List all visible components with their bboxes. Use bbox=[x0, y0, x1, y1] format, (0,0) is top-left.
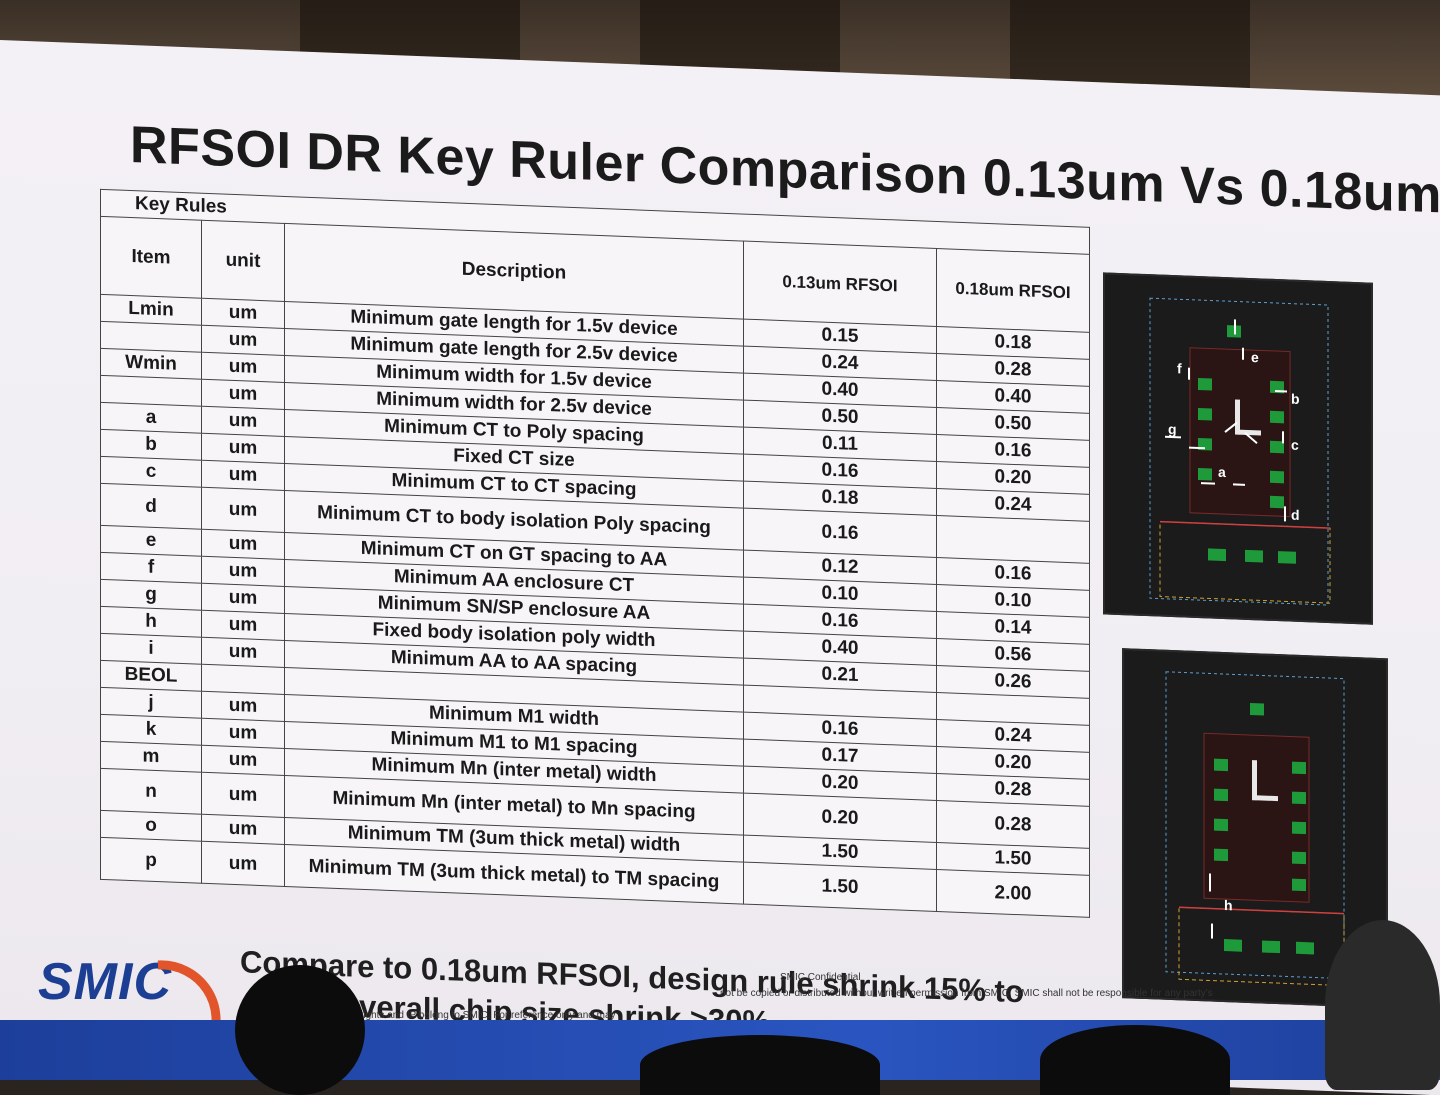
cell-item: e bbox=[101, 525, 202, 556]
cell-item: b bbox=[101, 429, 202, 460]
cell-unit: um bbox=[202, 529, 285, 559]
cell-value-013: 0.16 bbox=[744, 508, 937, 557]
cell-unit: um bbox=[202, 406, 285, 436]
audience-head bbox=[235, 965, 365, 1095]
layout-diagram-top: f e b g c a d bbox=[1103, 272, 1373, 624]
cell-unit bbox=[202, 664, 285, 694]
dim-label-h: h bbox=[1224, 897, 1233, 913]
cell-unit: um bbox=[202, 325, 285, 355]
cell-unit: um bbox=[202, 610, 285, 640]
cell-unit: um bbox=[202, 298, 285, 328]
cell-item: j bbox=[101, 687, 202, 718]
cell-item: m bbox=[101, 741, 202, 772]
cell-item: h bbox=[101, 606, 202, 637]
cell-item: f bbox=[101, 552, 202, 583]
cell-item: d bbox=[101, 483, 202, 529]
header-unit: unit bbox=[202, 220, 285, 301]
rules-table: Key Rules Item unit Description 0.13um R… bbox=[100, 189, 1090, 918]
cell-value-018: 2.00 bbox=[937, 869, 1090, 917]
cell-unit: um bbox=[202, 556, 285, 586]
cell-item: a bbox=[101, 402, 202, 433]
cell-item: BEOL bbox=[101, 660, 202, 691]
cell-value-013: 1.50 bbox=[744, 862, 937, 911]
header-018: 0.18um RFSOI bbox=[937, 248, 1090, 332]
cell-unit: um bbox=[202, 691, 285, 721]
cell-unit: um bbox=[202, 841, 285, 886]
layout-diagram-top-svg: f e b g c a d bbox=[1105, 274, 1371, 622]
cell-unit: um bbox=[202, 433, 285, 463]
cell-unit: um bbox=[202, 637, 285, 667]
cell-item: c bbox=[101, 456, 202, 487]
audience-head bbox=[1040, 1025, 1230, 1095]
cell-unit: um bbox=[202, 460, 285, 490]
cell-item: n bbox=[101, 768, 202, 814]
cell-unit: um bbox=[202, 352, 285, 382]
confidential-label: SMIC Confidential bbox=[780, 972, 861, 983]
cell-value-018: 0.28 bbox=[937, 800, 1090, 848]
cell-item: Lmin bbox=[101, 294, 202, 325]
dim-label-c: c bbox=[1291, 437, 1299, 453]
cell-value-013: 0.20 bbox=[744, 793, 937, 842]
dim-label-f: f bbox=[1177, 360, 1182, 376]
header-013: 0.13um RFSOI bbox=[744, 241, 937, 326]
cell-value-018 bbox=[937, 515, 1090, 563]
projected-slide: RFSOI DR Key Ruler Comparison 0.13um Vs … bbox=[0, 40, 1440, 1095]
cell-unit: um bbox=[202, 745, 285, 775]
cell-unit: um bbox=[202, 379, 285, 409]
dim-label-a: a bbox=[1218, 464, 1226, 480]
cell-item: k bbox=[101, 714, 202, 745]
cell-item: g bbox=[101, 579, 202, 610]
cell-item: o bbox=[101, 810, 202, 841]
cell-item: i bbox=[101, 633, 202, 664]
footer-notice-1: not be copied or distributed without wri… bbox=[720, 988, 1213, 999]
cell-item: p bbox=[101, 837, 202, 883]
cell-unit: um bbox=[202, 487, 285, 532]
cell-unit: um bbox=[202, 814, 285, 844]
dim-label-e: e bbox=[1251, 349, 1259, 365]
dim-label-g: g bbox=[1168, 421, 1177, 437]
audience-head bbox=[1325, 920, 1440, 1090]
header-item: Item bbox=[101, 216, 202, 298]
dim-label-b: b bbox=[1291, 391, 1300, 407]
cell-unit: um bbox=[202, 583, 285, 613]
cell-item bbox=[101, 321, 202, 352]
cell-unit: um bbox=[202, 718, 285, 748]
audience-head bbox=[640, 1035, 880, 1095]
cell-unit: um bbox=[202, 772, 285, 817]
dim-label-d: d bbox=[1291, 507, 1300, 523]
cell-item bbox=[101, 375, 202, 406]
cell-item: Wmin bbox=[101, 348, 202, 379]
